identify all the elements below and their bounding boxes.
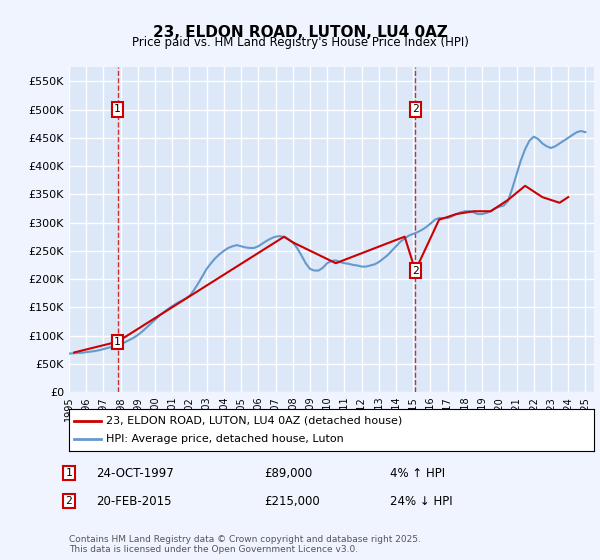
Text: 23, ELDON ROAD, LUTON, LU4 0AZ: 23, ELDON ROAD, LUTON, LU4 0AZ: [152, 25, 448, 40]
Text: 2: 2: [412, 104, 419, 114]
Text: Contains HM Land Registry data © Crown copyright and database right 2025.
This d: Contains HM Land Registry data © Crown c…: [69, 535, 421, 554]
Text: 2: 2: [412, 265, 419, 276]
Text: HPI: Average price, detached house, Luton: HPI: Average price, detached house, Luto…: [106, 434, 343, 444]
Text: 23, ELDON ROAD, LUTON, LU4 0AZ (detached house): 23, ELDON ROAD, LUTON, LU4 0AZ (detached…: [106, 416, 402, 426]
Text: £89,000: £89,000: [264, 466, 312, 480]
Text: 1: 1: [65, 468, 73, 478]
Text: 2: 2: [65, 496, 73, 506]
Text: 24% ↓ HPI: 24% ↓ HPI: [390, 494, 452, 508]
Text: 1: 1: [114, 337, 121, 347]
Text: 24-OCT-1997: 24-OCT-1997: [96, 466, 174, 480]
Text: £215,000: £215,000: [264, 494, 320, 508]
Text: 1: 1: [114, 104, 121, 114]
Text: 4% ↑ HPI: 4% ↑ HPI: [390, 466, 445, 480]
Text: Price paid vs. HM Land Registry's House Price Index (HPI): Price paid vs. HM Land Registry's House …: [131, 36, 469, 49]
Text: 20-FEB-2015: 20-FEB-2015: [96, 494, 172, 508]
